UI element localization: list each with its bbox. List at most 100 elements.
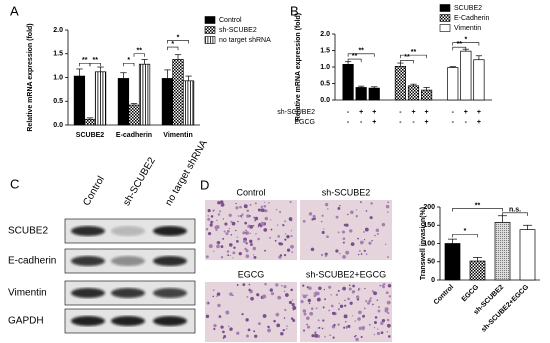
cell-dot bbox=[314, 292, 319, 296]
x-row-label: + bbox=[477, 119, 481, 126]
blot-column-label: Control bbox=[81, 174, 107, 207]
cell-dot bbox=[374, 235, 376, 237]
significance-label: * bbox=[177, 34, 180, 41]
cell-dot bbox=[236, 240, 239, 243]
cell-dot bbox=[236, 236, 239, 239]
cell-dot bbox=[302, 219, 306, 223]
legend-label: sh-SCUBE2 bbox=[219, 27, 257, 34]
cell-dot bbox=[212, 210, 214, 212]
cell-dot bbox=[279, 254, 283, 257]
cell-dot bbox=[248, 288, 251, 292]
cell-dot bbox=[292, 319, 296, 322]
x-row-label: - bbox=[360, 119, 363, 126]
cell-dot bbox=[363, 239, 366, 241]
x-row-label: - bbox=[347, 119, 350, 126]
cell-dot bbox=[321, 230, 325, 234]
significance-bracket bbox=[400, 60, 414, 64]
cell-dot bbox=[371, 290, 374, 293]
x-tick-label: SCUBE2 bbox=[76, 132, 105, 139]
cell-dot bbox=[342, 254, 346, 259]
cell-dot bbox=[222, 237, 225, 240]
cell-dot bbox=[245, 318, 249, 322]
cell-dot bbox=[344, 320, 347, 323]
legend-label: no target shRNA bbox=[219, 37, 271, 44]
significance-bracket bbox=[452, 42, 480, 46]
cell-dot bbox=[284, 233, 287, 235]
cell-dot bbox=[282, 224, 285, 227]
cell-dot bbox=[249, 225, 254, 229]
cell-dot bbox=[207, 214, 209, 217]
cell-dot bbox=[283, 290, 286, 292]
cell-dot bbox=[217, 241, 221, 244]
cell-dot bbox=[318, 286, 322, 290]
cell-dot bbox=[337, 308, 341, 311]
cell-dot bbox=[322, 319, 325, 322]
cell-dot bbox=[262, 294, 267, 299]
cell-dot bbox=[348, 287, 352, 291]
cell-dot bbox=[275, 312, 280, 317]
cell-dot bbox=[375, 228, 380, 233]
cell-dot bbox=[323, 288, 326, 291]
cell-dot bbox=[359, 240, 364, 245]
cell-dot bbox=[364, 287, 366, 290]
blot-row-label: GAPDH bbox=[8, 316, 44, 327]
cell-dot bbox=[246, 295, 249, 298]
error-bar bbox=[141, 59, 148, 65]
cell-dot bbox=[343, 223, 347, 227]
cell-dot bbox=[344, 304, 347, 307]
cell-dot bbox=[254, 219, 256, 222]
micrograph bbox=[205, 200, 297, 260]
significance-label: ** bbox=[93, 57, 99, 64]
x-row-name: sh-SCUBE2 bbox=[277, 109, 315, 116]
blot-row-label: SCUBE2 bbox=[8, 226, 48, 237]
error-bar bbox=[397, 62, 404, 67]
bar bbox=[117, 78, 130, 126]
blot-band bbox=[71, 226, 105, 236]
cell-dot bbox=[337, 207, 341, 210]
significance-label: * bbox=[171, 41, 174, 48]
cell-dot bbox=[307, 298, 312, 303]
bar bbox=[128, 104, 140, 126]
cell-dot bbox=[249, 239, 253, 244]
cell-dot bbox=[303, 312, 307, 316]
significance-label: n.s. bbox=[509, 207, 521, 214]
cell-dot bbox=[345, 250, 350, 255]
cell-dot bbox=[355, 215, 358, 218]
cell-dot bbox=[341, 230, 346, 234]
error-bar bbox=[358, 85, 365, 88]
significance-bracket bbox=[400, 54, 427, 59]
cell-dot bbox=[260, 208, 265, 213]
bar bbox=[94, 71, 107, 126]
cell-dot bbox=[370, 202, 373, 205]
y-axis-label: Relative mRNA expression (fold) bbox=[27, 23, 34, 131]
cell-dot bbox=[290, 317, 294, 320]
cell-dot bbox=[351, 315, 353, 317]
cell-dot bbox=[262, 314, 267, 318]
cell-dot bbox=[308, 302, 311, 305]
cell-dot bbox=[243, 239, 247, 243]
cell-dot bbox=[229, 327, 233, 331]
cell-dot bbox=[321, 214, 324, 217]
cell-dot bbox=[263, 228, 268, 232]
cell-dot bbox=[369, 297, 372, 300]
cell-dot bbox=[246, 209, 249, 213]
y-tick-label: 100 bbox=[423, 240, 435, 247]
cell-dot bbox=[342, 286, 346, 291]
bar bbox=[172, 59, 184, 126]
cell-dot bbox=[226, 250, 230, 253]
cell-dot bbox=[205, 228, 209, 231]
cell-dot bbox=[377, 309, 381, 313]
cell-dot bbox=[354, 334, 357, 337]
cell-dot bbox=[358, 250, 361, 252]
cell-dot bbox=[225, 232, 229, 236]
significance-bracket bbox=[167, 46, 179, 51]
cell-dot bbox=[311, 334, 315, 338]
cell-dot bbox=[381, 318, 386, 323]
blot-row-label: Vimentin bbox=[8, 288, 47, 299]
y-tick-label: 0.0 bbox=[320, 97, 330, 104]
cell-dot bbox=[286, 325, 288, 327]
cell-dot bbox=[207, 302, 210, 304]
x-row-name: EGCG bbox=[294, 119, 315, 126]
cell-dot bbox=[383, 282, 386, 286]
cell-dot bbox=[291, 302, 295, 307]
